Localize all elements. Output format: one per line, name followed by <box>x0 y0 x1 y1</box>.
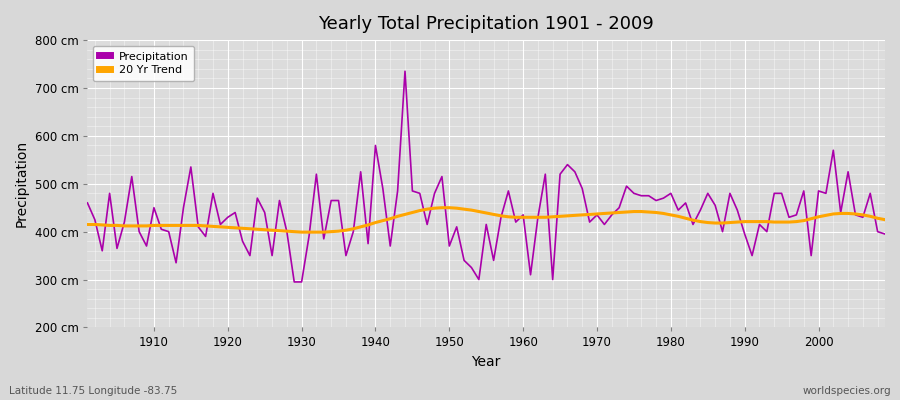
Precipitation <box>400 69 410 74</box>
Text: worldspecies.org: worldspecies.org <box>803 386 891 396</box>
Precipitation <box>525 272 535 277</box>
Precipitation <box>141 244 152 248</box>
Legend: Precipitation, 20 Yr Trend: Precipitation, 20 Yr Trend <box>93 46 194 81</box>
Line: 20 Yr Trend: 20 Yr Trend <box>87 208 885 232</box>
Precipitation <box>533 215 544 220</box>
Precipitation <box>289 280 300 284</box>
20 Yr Trend <box>436 205 447 210</box>
Precipitation <box>879 232 890 236</box>
Text: Latitude 11.75 Longitude -83.75: Latitude 11.75 Longitude -83.75 <box>9 386 177 396</box>
X-axis label: Year: Year <box>472 355 501 369</box>
Y-axis label: Precipitation: Precipitation <box>15 140 29 227</box>
Precipitation <box>311 172 322 176</box>
Precipitation <box>356 169 366 174</box>
20 Yr Trend <box>621 210 632 214</box>
20 Yr Trend <box>311 230 322 234</box>
Precipitation <box>621 184 632 188</box>
20 Yr Trend <box>141 224 152 228</box>
20 Yr Trend <box>296 230 307 234</box>
Line: Precipitation: Precipitation <box>87 71 885 282</box>
Precipitation <box>82 200 93 205</box>
Title: Yearly Total Precipitation 1901 - 2009: Yearly Total Precipitation 1901 - 2009 <box>319 15 654 33</box>
20 Yr Trend <box>533 215 544 220</box>
20 Yr Trend <box>879 217 890 222</box>
20 Yr Trend <box>356 224 366 229</box>
20 Yr Trend <box>525 215 535 220</box>
20 Yr Trend <box>82 222 93 227</box>
